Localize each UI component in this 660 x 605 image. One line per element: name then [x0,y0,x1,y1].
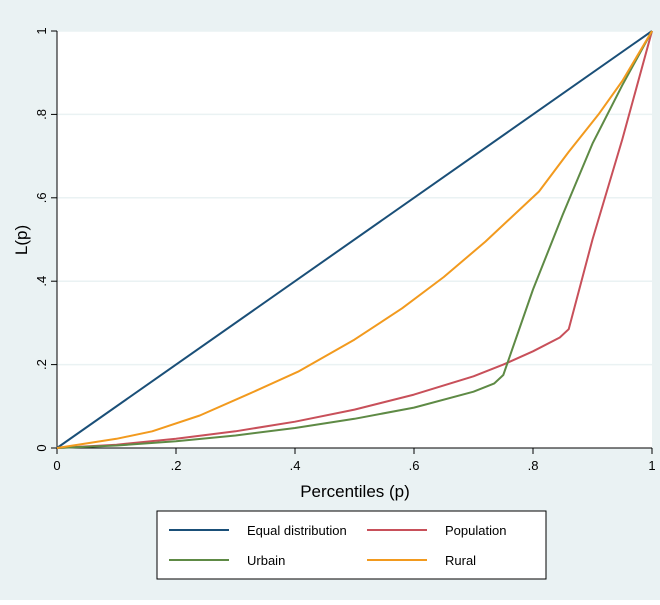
y-tick-label: 0 [34,444,49,451]
y-tick-label: .4 [34,276,49,287]
legend-label-rural: Rural [445,553,476,568]
series-line-rural [56,30,653,449]
series-line-urbain [56,30,653,449]
legend-label-equal-distribution: Equal distribution [247,523,347,538]
y-tick-label: .8 [34,109,49,120]
plot-layer: 0 .2 .4 .6 .8 1 0 .2 .4 .6 .8 1 [34,27,656,473]
series-line-population [56,30,653,449]
y-tick-label: .2 [34,359,49,370]
x-tick-label: 0 [53,458,60,473]
legend: Equal distribution Population Urbain Rural [156,510,547,580]
x-tick-label: 1 [648,458,655,473]
legend-label-population: Population [445,523,506,538]
x-axis-label: Percentiles (p) [300,482,410,501]
legend-label-urbain: Urbain [247,553,285,568]
x-tick-label: .6 [409,458,420,473]
y-tick-label: 1 [34,27,49,34]
x-tick-label: .2 [171,458,182,473]
series-line-equal-distribution [56,30,653,449]
y-axis-label: L(p) [12,225,31,255]
x-tick-label: .8 [528,458,539,473]
y-tick-label: .6 [34,192,49,203]
x-tick-label: .4 [290,458,301,473]
legend-box [156,510,547,580]
